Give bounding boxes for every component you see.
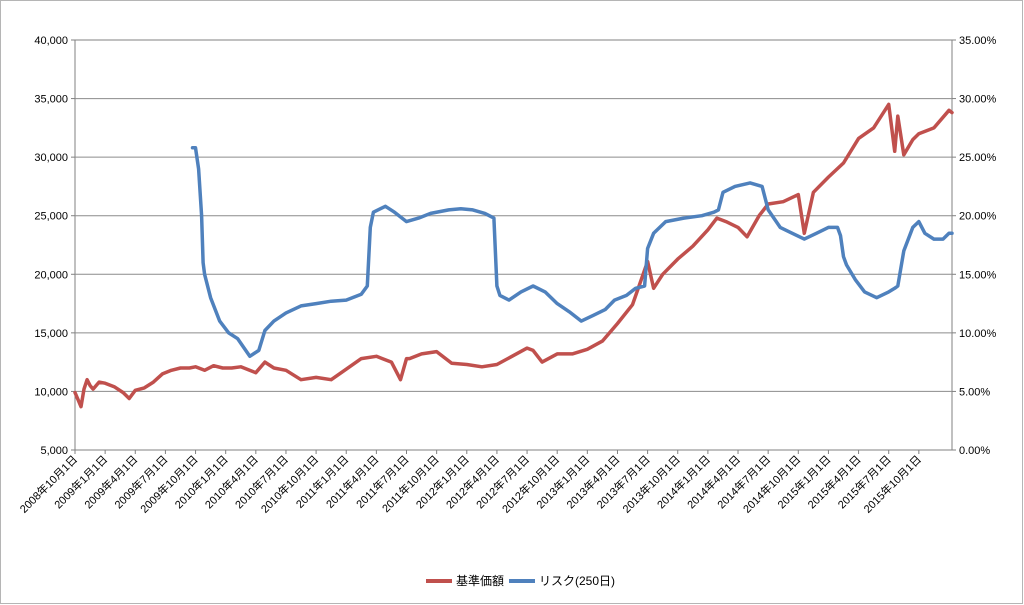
right-tick-label: 35.00% <box>959 35 997 47</box>
left-tick-label: 10,000 <box>34 386 68 398</box>
right-tick-label: 25.00% <box>959 152 997 164</box>
left-tick-label: 5,000 <box>40 445 68 457</box>
legend-item-risk: リスク(250日) <box>509 574 615 588</box>
right-tick-label: 20.00% <box>959 211 997 223</box>
right-tick-label: 15.00% <box>959 269 997 281</box>
left-tick-label: 30,000 <box>34 152 68 164</box>
gridlines <box>75 98 952 392</box>
right-tick-label: 0.00% <box>959 445 990 457</box>
legend-label-nav: 基準価額 <box>456 573 504 588</box>
legend-item-nav: 基準価額 <box>426 573 504 588</box>
left-tick-label: 15,000 <box>34 328 68 340</box>
plot-area <box>74 39 953 451</box>
left-tick-label: 35,000 <box>34 94 68 106</box>
legend-label-risk: リスク(250日) <box>539 574 615 588</box>
series-line-nav <box>73 102 954 409</box>
left-y-axis: 5,000 10,000 15,000 20,000 25,000 30,000 35,00… <box>34 35 75 457</box>
legend: 基準価額 リスク(250日) <box>426 573 615 588</box>
right-tick-label: 5.00% <box>959 386 990 398</box>
left-tick-label: 25,000 <box>34 211 68 223</box>
right-y-axis: 0.00% 5.00% 10.00% 15.00% 20.00% 25.00% 30.00%… <box>952 35 997 457</box>
right-tick-label: 10.00% <box>959 328 997 340</box>
plot-background <box>74 39 953 451</box>
series-lines <box>73 102 954 409</box>
left-tick-label: 20,000 <box>34 269 68 281</box>
x-axis: 2008年10月1日2009年1月1日2009年4月1日2009年7月1日200… <box>17 450 924 516</box>
right-tick-label: 30.00% <box>959 94 997 106</box>
left-tick-label: 40,000 <box>34 35 68 47</box>
series-line-risk <box>190 146 954 359</box>
